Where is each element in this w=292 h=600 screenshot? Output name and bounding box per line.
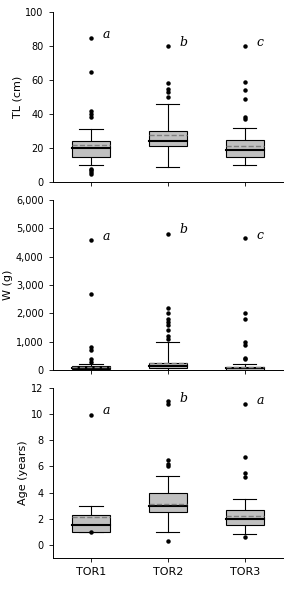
Bar xyxy=(225,140,264,157)
Text: c: c xyxy=(256,229,263,242)
Bar xyxy=(72,367,110,369)
Bar xyxy=(225,367,264,370)
Y-axis label: Age (years): Age (years) xyxy=(18,440,28,505)
Text: b: b xyxy=(179,223,187,236)
Text: b: b xyxy=(179,392,187,405)
Text: b: b xyxy=(179,36,187,49)
Bar xyxy=(149,131,187,146)
Bar xyxy=(149,493,187,512)
Text: a: a xyxy=(102,28,110,41)
Bar xyxy=(72,515,110,532)
Text: a: a xyxy=(256,394,264,407)
Y-axis label: TL (cm): TL (cm) xyxy=(12,76,22,118)
Bar xyxy=(72,142,110,157)
Bar xyxy=(149,363,187,368)
Text: a: a xyxy=(102,230,110,243)
Text: a: a xyxy=(102,404,110,416)
Text: c: c xyxy=(256,36,263,49)
Bar xyxy=(225,509,264,525)
Y-axis label: W (g): W (g) xyxy=(3,270,13,300)
